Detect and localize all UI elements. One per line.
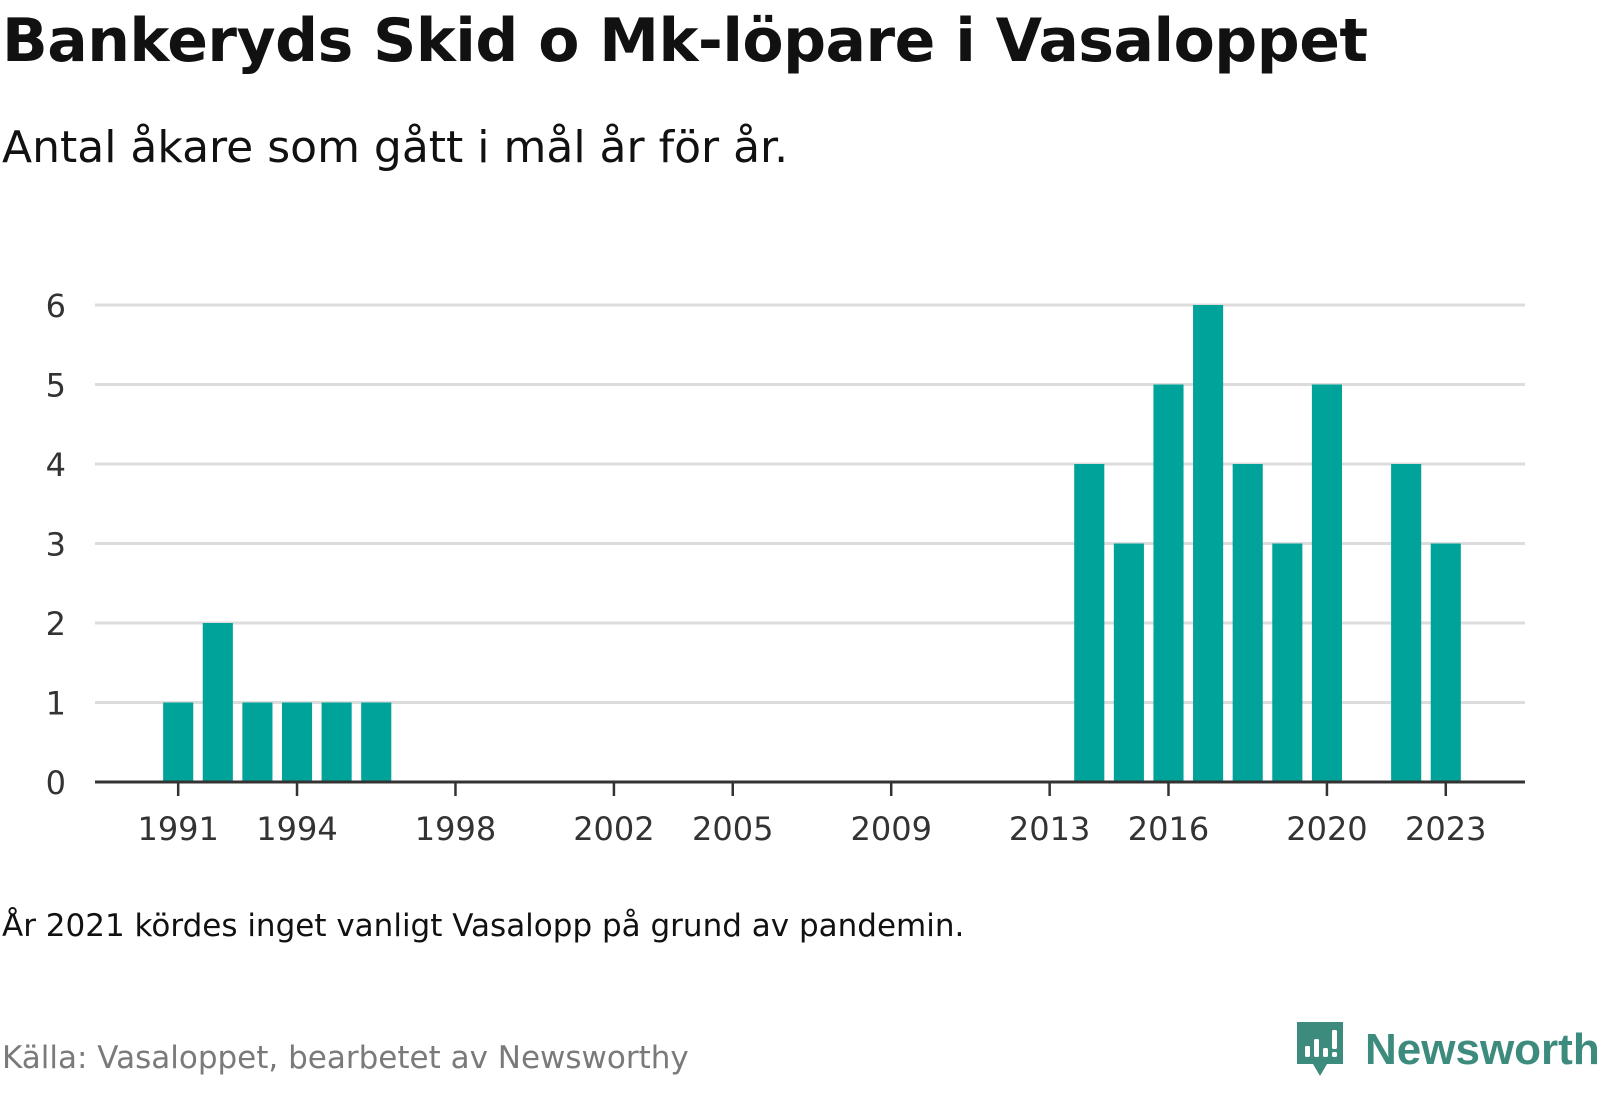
bar: [242, 702, 273, 782]
bar: [163, 702, 194, 782]
source-text: Källa: Vasaloppet, bearbetet av Newswort…: [2, 1040, 689, 1076]
newsworthy-brand[interactable]: Newsworthy: [1295, 1020, 1600, 1080]
x-tick-label: 2005: [692, 810, 773, 848]
y-tick-label: 2: [46, 605, 66, 643]
x-tick-label: 2013: [1009, 810, 1090, 848]
y-tick-label: 1: [46, 685, 66, 723]
x-tick-label: 2020: [1286, 810, 1367, 848]
bar-chart: 0 1 2 3 4 5 6 1991 1994 1998 2002 2005 2009 2013 2016 2…: [46, 287, 1525, 848]
bar: [1193, 305, 1224, 782]
x-tick-label: 1994: [256, 810, 337, 848]
chart-note: År 2021 kördes inget vanligt Vasalopp på…: [2, 908, 965, 944]
bar: [1391, 464, 1422, 782]
bar: [1232, 464, 1263, 782]
bar: [1113, 543, 1144, 782]
x-tick-label: 2002: [573, 810, 654, 848]
newsworthy-logo-icon: [1297, 1022, 1343, 1076]
y-tick-label: 4: [46, 446, 66, 484]
y-tick-label: 3: [46, 526, 66, 564]
bar: [1074, 464, 1105, 782]
bar: [281, 702, 313, 782]
chart-subtitle: Antal åkare som gått i mål år för år.: [2, 122, 789, 173]
bar: [202, 623, 233, 782]
bar: [1430, 543, 1461, 782]
bar: [1153, 384, 1184, 782]
x-tick-label: 2016: [1128, 810, 1209, 848]
y-tick-label: 0: [46, 764, 66, 802]
x-tick-label: 1998: [415, 810, 496, 848]
bar: [1311, 384, 1342, 782]
bar: [1272, 543, 1303, 782]
y-tick-label: 5: [46, 367, 66, 405]
bar: [321, 702, 352, 782]
y-tick-label: 6: [46, 287, 66, 325]
bar: [361, 702, 392, 782]
x-tick-label: 2023: [1405, 810, 1486, 848]
chart-title: Bankeryds Skid o Mk-löpare i Vasaloppet: [2, 6, 1368, 76]
x-tick-label: 2009: [850, 810, 931, 848]
x-tick-label: 1991: [137, 810, 218, 848]
brand-name: Newsworthy: [1365, 1025, 1600, 1074]
